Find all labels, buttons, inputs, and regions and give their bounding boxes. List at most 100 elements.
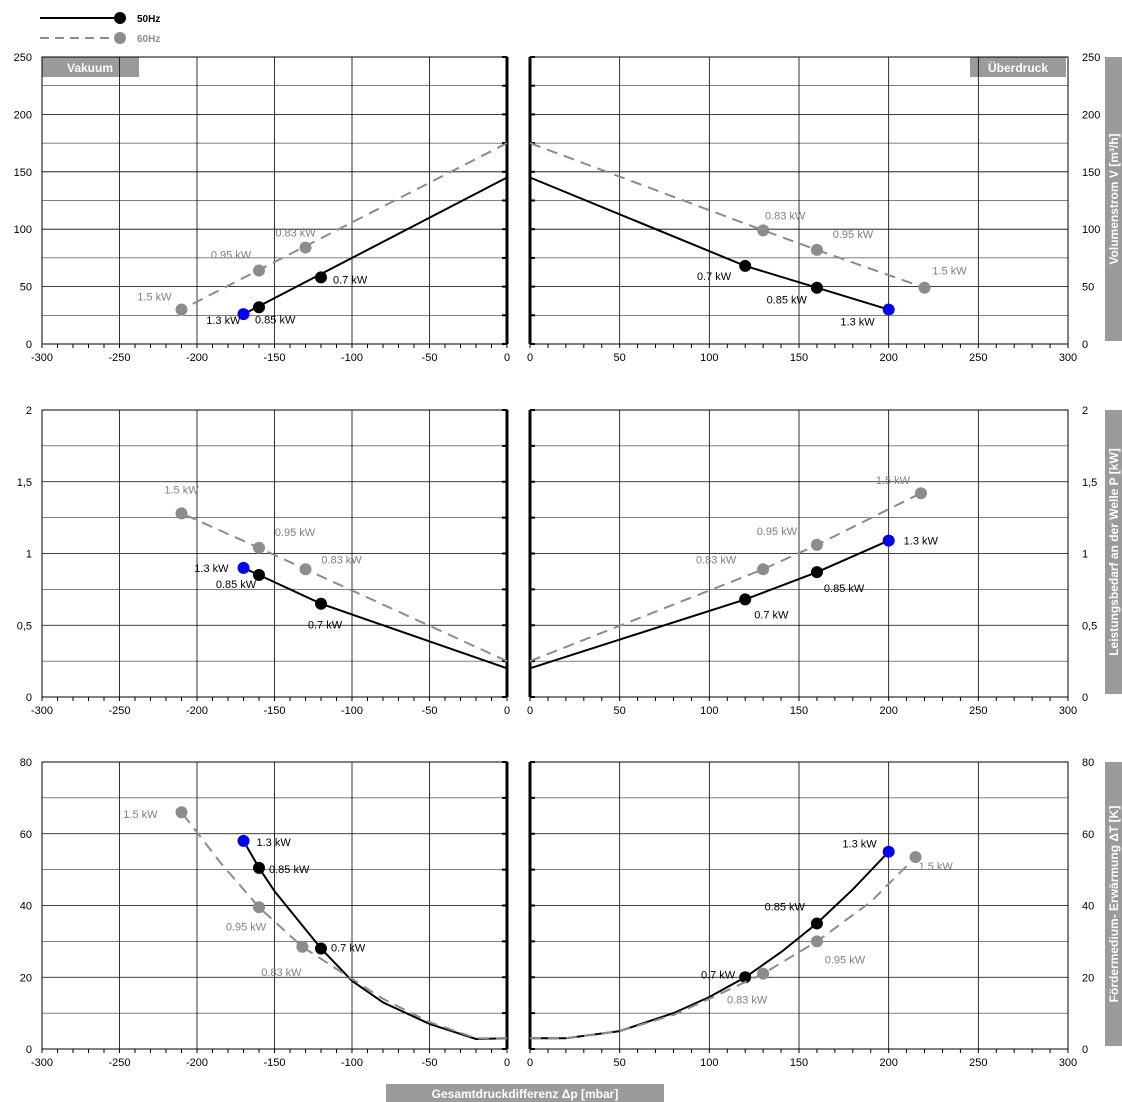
x-tick-label-4-1: -250	[108, 1057, 130, 1069]
x-tick-label-0-2: -200	[186, 352, 208, 364]
series-line-50Hz-3	[529, 539, 890, 670]
series-line-50Hz-2	[243, 566, 508, 670]
point-label-50Hz-2-2: 1.3 kW	[194, 563, 229, 575]
x-tick-label-4-3: -150	[263, 1057, 285, 1069]
x-tick-label-2-6: 0	[504, 705, 510, 717]
y-tick-label-0-4: 200	[14, 109, 32, 121]
data-point-60Hz-3-0	[757, 563, 770, 576]
x-tick-label-0-1: -250	[108, 352, 130, 364]
data-point-50Hz-1-2	[882, 303, 895, 316]
point-label-60Hz-2-0: 0.83 kW	[321, 554, 362, 566]
x-tick-label-1-2: 100	[700, 352, 718, 364]
data-point-60Hz-4-0	[296, 940, 309, 953]
y-axis-title-power-text: Leistungsbedarf an der Welle P [kW]	[1107, 448, 1121, 656]
x-tick-label-2-2: -200	[186, 705, 208, 717]
data-point-50Hz-5-0	[739, 971, 752, 984]
point-label-50Hz-4-0: 0.7 kW	[331, 943, 366, 955]
panel-3: 0 50 100 150 200 250 300 0 0,5 1 1,5 2 0.7 kW 0.85 kW…	[527, 405, 1097, 717]
series-line-60Hz-3	[529, 492, 922, 663]
point-label-60Hz-0-1: 0.95 kW	[211, 250, 252, 262]
x-tick-label-5-1: 50	[614, 1057, 626, 1069]
point-label-60Hz-4-1: 0.95 kW	[226, 921, 267, 933]
x-tick-label-5-0: 0	[527, 1057, 533, 1069]
x-tick-label-5-2: 100	[700, 1057, 718, 1069]
x-tick-label-3-5: 250	[969, 705, 987, 717]
data-point-60Hz-3-2	[914, 487, 927, 500]
legend-item-50hz: 50Hz	[40, 12, 160, 25]
panel-1: 0 50 100 150 200 250 300 0 50 100 150 200 250 0.7 kW 0…	[527, 52, 1100, 364]
vakuum-label: Vakuum	[42, 57, 139, 77]
y-tick-label-1-4: 200	[1082, 109, 1100, 121]
point-label-60Hz-2-2: 1.5 kW	[164, 484, 199, 496]
y-tick-label-3-0: 0	[1082, 692, 1088, 704]
data-point-60Hz-1-2	[918, 281, 931, 294]
x-tick-label-5-6: 300	[1059, 1057, 1077, 1069]
data-point-60Hz-5-2	[909, 851, 922, 864]
point-label-50Hz-0-2: 1.3 kW	[206, 315, 241, 327]
x-tick-label-0-5: -50	[422, 352, 438, 364]
data-point-50Hz-4-1	[253, 861, 265, 874]
data-point-50Hz-3-0	[739, 593, 752, 606]
x-tick-label-2-3: -150	[263, 705, 285, 717]
x-tick-label-4-4: -100	[341, 1057, 363, 1069]
data-point-60Hz-2-1	[253, 541, 265, 554]
point-label-50Hz-1-2: 1.3 kW	[840, 317, 875, 329]
point-label-60Hz-5-2: 1.5 kW	[919, 861, 954, 873]
y-axis-title-temperature-text: Fördermedium- Erwärmung ΔT [K]	[1107, 806, 1121, 1003]
data-point-50Hz-0-2	[237, 308, 250, 321]
y-tick-label-3-3: 1,5	[1082, 477, 1097, 489]
point-label-60Hz-1-1: 0.95 kW	[833, 229, 874, 241]
point-label-50Hz-4-2: 1.3 kW	[257, 837, 292, 849]
data-point-50Hz-3-2	[882, 534, 895, 547]
series-line-50Hz-0	[243, 176, 508, 316]
data-point-50Hz-4-0	[315, 942, 327, 955]
y-tick-label-3-2: 1	[1082, 549, 1088, 561]
point-label-50Hz-5-2: 1.3 kW	[842, 839, 877, 851]
series-line-50Hz-1	[529, 176, 889, 311]
point-label-60Hz-0-0: 0.83 kW	[275, 228, 316, 240]
point-label-60Hz-2-1: 0.95 kW	[275, 527, 316, 539]
data-point-50Hz-2-0	[315, 597, 327, 610]
y-tick-label-2-0: 0	[26, 692, 32, 704]
ueberdruck-label-text: Überdruck	[988, 60, 1048, 75]
y-tick-label-0-0: 0	[26, 339, 32, 351]
x-tick-label-2-5: -50	[422, 705, 438, 717]
y-tick-label-5-3: 60	[1082, 829, 1094, 841]
point-label-50Hz-2-1: 0.85 kW	[216, 579, 257, 591]
x-tick-label-2-4: -100	[341, 705, 363, 717]
y-tick-label-4-2: 40	[20, 901, 32, 913]
point-label-50Hz-3-2: 1.3 kW	[904, 536, 939, 548]
point-label-60Hz-1-0: 0.83 kW	[765, 210, 806, 222]
data-point-50Hz-2-1	[253, 569, 265, 582]
point-label-50Hz-2-0: 0.7 kW	[308, 620, 343, 632]
x-tick-label-2-1: -250	[108, 705, 130, 717]
series-line-60Hz-2	[181, 512, 508, 663]
y-tick-label-0-5: 250	[14, 52, 32, 64]
panel-5: 0 50 100 150 200 250 300 0 20 40 60 80 0.7 kW 0.85 kW…	[527, 757, 1094, 1069]
y-tick-label-1-5: 250	[1082, 52, 1100, 64]
y-tick-label-4-0: 0	[26, 1044, 32, 1056]
y-tick-label-0-3: 150	[14, 167, 32, 179]
series-line-60Hz-0	[181, 142, 508, 311]
series-line-60Hz-1	[529, 142, 925, 289]
x-tick-label-0-3: -150	[263, 352, 285, 364]
x-tick-label-2-0: -300	[31, 705, 53, 717]
point-label-60Hz-1-2: 1.5 kW	[932, 266, 967, 278]
data-point-50Hz-5-1	[810, 917, 823, 930]
y-tick-label-4-1: 20	[20, 972, 32, 984]
data-point-60Hz-5-0	[757, 967, 770, 980]
legend-item-60hz: 60Hz	[40, 32, 160, 45]
point-label-50Hz-3-1: 0.85 kW	[824, 583, 865, 595]
x-axis-title: Gesamtdruckdifferenz Δp [mbar]	[386, 1084, 664, 1102]
x-tick-label-1-1: 50	[614, 352, 626, 364]
x-tick-label-4-0: -300	[31, 1057, 53, 1069]
data-point-60Hz-1-1	[810, 243, 823, 256]
y-axis-title-volume: Volumenstrom V [m³/h]	[1105, 57, 1122, 341]
y-axis-title-power: Leistungsbedarf an der Welle P [kW]	[1105, 410, 1122, 694]
vakuum-label-text: Vakuum	[67, 61, 113, 75]
data-point-60Hz-4-2	[175, 806, 188, 819]
point-label-60Hz-3-2: 1.5 kW	[876, 475, 911, 487]
y-axis-title-temperature: Fördermedium- Erwärmung ΔT [K]	[1105, 762, 1122, 1046]
y-tick-label-5-4: 80	[1082, 757, 1094, 769]
